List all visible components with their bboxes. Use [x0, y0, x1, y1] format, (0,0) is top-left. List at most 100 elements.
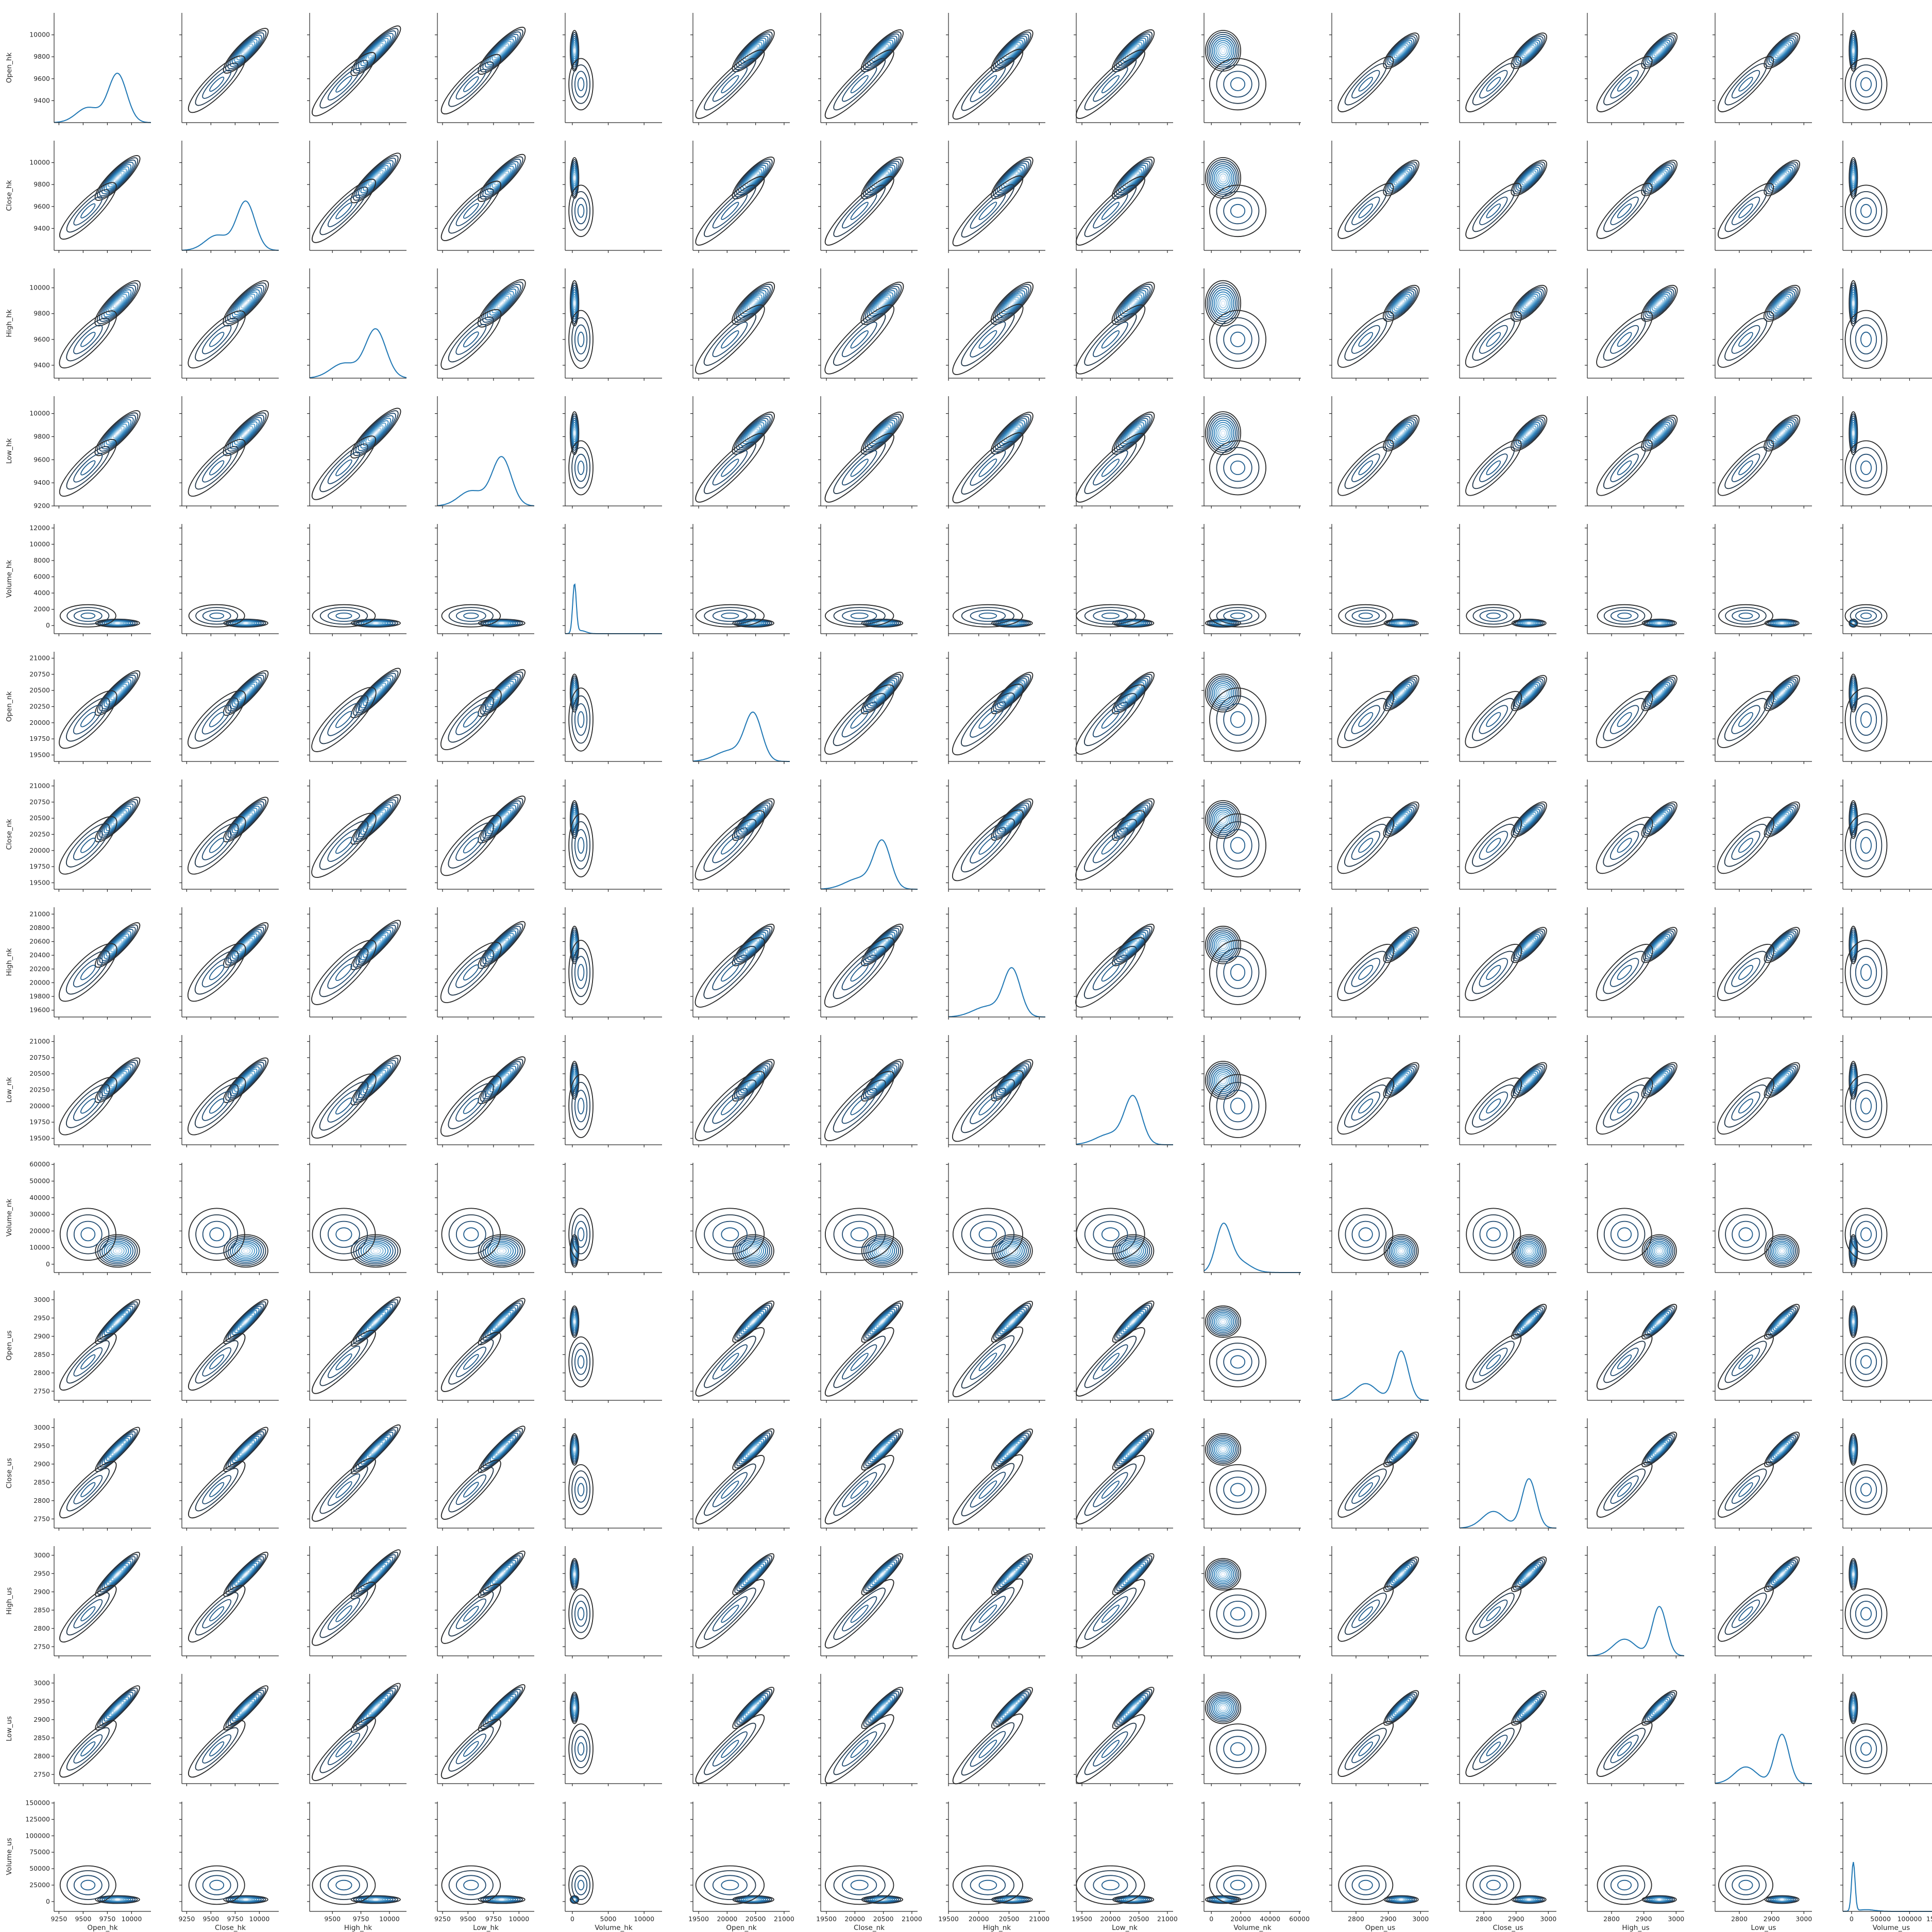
contour-Volume_nk-High_us-0-4	[1648, 1241, 1670, 1261]
contour-High_nk-Open_us-0-5	[1392, 936, 1411, 955]
contour-Close_us-Open_nk-0-5	[742, 1438, 765, 1461]
contour-Low_hk-Open_hk-0-1	[96, 412, 139, 454]
contour-Low_nk-Close_nk-0-2	[865, 1063, 900, 1097]
contour-Close_nk-Close_hk-0-2	[227, 801, 264, 838]
contour-High_nk-Low_us-0-9	[1780, 942, 1785, 947]
contour-Low_nk-Open_nk-0-2	[736, 1063, 771, 1097]
contour-Open_us-Close_us-0-0	[1511, 1303, 1547, 1340]
contour-High_nk-High_us-1-1	[1603, 951, 1646, 994]
contour-Close_nk-Volume_us-1-0	[1844, 813, 1888, 877]
contour-Close_hk-Low_nk-1-2	[1093, 193, 1128, 229]
contour-Open_hk-Low_us-0-7	[1776, 45, 1788, 57]
contour-Low_hk-High_us-0-8	[1655, 429, 1664, 437]
contour-Low_nk-Open_nk-0-8	[749, 1075, 758, 1085]
contour-Close_us-Low_us-0-7	[1776, 1444, 1788, 1455]
contour-Low_nk-Low_us-0-1	[1766, 1064, 1799, 1097]
contour-Volume_nk-High_nk-0-3	[997, 1239, 1027, 1263]
contour-Volume_nk-High_hk-1-1	[319, 1214, 368, 1255]
contour-Open_us-Low_hk-1-1	[448, 1339, 494, 1385]
contour-Open_us-High_hk-0-4	[360, 1306, 391, 1337]
contour-Open_us-Low_hk-1-3	[463, 1354, 479, 1370]
contour-Open_hk-High_us-0-9	[1657, 48, 1662, 53]
contour-Volume_nk-Low_us-1-3	[1738, 1227, 1753, 1242]
contour-Low_hk-Low_nk-0-8	[1128, 428, 1138, 438]
contour-Volume_nk-Open_hk-1-0	[59, 1208, 116, 1261]
contour-Low_nk-High_nk-0-3	[997, 1065, 1027, 1095]
contour-High_hk-Open_nk-0-1	[734, 283, 773, 323]
subplot-Low_nk-vs-Open_us	[1329, 1035, 1429, 1147]
contour-High_nk-Close_us-1-1	[1471, 951, 1515, 994]
y-tick-label: 19600	[29, 1006, 50, 1014]
contour-Low_hk-High_us-0-6	[1651, 425, 1667, 441]
contour-Close_us-Open_us-0-7	[1395, 1444, 1407, 1455]
contour-Low_hk-Volume_nk-0-9	[1221, 430, 1226, 436]
contour-High_nk-Low_hk-1-3	[463, 964, 479, 981]
contour-Volume_nk-Open_hk-0-8	[112, 1247, 123, 1255]
contour-Close_nk-Low_nk-1-0	[1075, 810, 1146, 880]
contour-Low_nk-Open_nk-1-3	[721, 1097, 739, 1115]
contour-Open_hk-Low_hk-1-1	[448, 61, 494, 107]
contour-Open_hk-High_nk-0-6	[1003, 42, 1021, 60]
contour-Open_us-Close_nk-0-7	[875, 1315, 889, 1329]
subplot-Volume_hk-vs-High_us	[1585, 524, 1684, 636]
contour-Low_hk-Close_nk-1-0	[824, 433, 894, 503]
contour-Low_nk-Open_nk-0-0	[732, 1059, 775, 1101]
contour-Close_nk-Open_us-0-1	[1385, 803, 1418, 836]
contour-Close_hk-Close_us-0-9	[1527, 176, 1532, 180]
contour-High_us-Close_nk-0-7	[875, 1567, 889, 1581]
contour-Open_nk-High_us-0-4	[1648, 682, 1671, 704]
contour-Volume_nk-Open_us-1-0	[1338, 1208, 1394, 1261]
contour-Open_nk-Volume_hk-1-1	[571, 695, 590, 744]
contour-Close_us-Open_nk-0-8	[749, 1445, 758, 1454]
contour-Volume_nk-Low_hk-0-1	[480, 1235, 523, 1266]
contour-Volume_hk-High_nk-1-2	[970, 609, 1006, 622]
contour-Volume_hk-Low_nk-1-3	[1101, 613, 1120, 619]
contour-High_nk-Open_hk-0-4	[104, 931, 131, 959]
contour-Open_us-Open_nk-0-4	[740, 1309, 767, 1335]
contour-Close_nk-Low_nk-0-3	[1118, 804, 1148, 835]
contour-Low_nk-Open_nk-0-3	[738, 1065, 769, 1095]
subplot-Close_hk-vs-Open_us	[1329, 141, 1429, 253]
contour-Open_nk-Close_hk-1-0	[187, 690, 246, 749]
contour-High_hk-Open_us-0-7	[1395, 297, 1408, 310]
contour-Open_hk-Low_nk-0-2	[1116, 33, 1150, 68]
y-tick-label: 21000	[29, 910, 50, 918]
contour-Volume_nk-Open_hk-1-2	[73, 1221, 103, 1248]
contour-Open_us-Low_us-0-9	[1780, 1319, 1785, 1324]
contour-Low_nk-Low_hk-1-1	[448, 1083, 495, 1129]
contour-Open_hk-Close_hk-0-2	[227, 32, 264, 70]
contour-Close_us-High_us-0-0	[1641, 1431, 1677, 1467]
contour-Volume_hk-Volume_us-1-2	[1855, 609, 1877, 622]
contour-Open_us-Volume_hk-1-1	[571, 1343, 590, 1381]
contour-High_us-Low_hk-0-9	[499, 1571, 505, 1578]
contour-Open_hk-High_us-1-0	[1596, 56, 1653, 112]
contour-High_us-High_nk-1-2	[970, 1596, 1006, 1632]
contour-Close_nk-Open_hk-1-0	[59, 816, 117, 875]
contour-Low_hk-Close_hk-0-9	[243, 430, 249, 436]
contour-Close_us-High_hk-0-0	[350, 1424, 401, 1475]
contour-Low_hk-Open_us-0-7	[1395, 427, 1407, 439]
contour-High_us-Close_nk-0-8	[877, 1569, 887, 1579]
contour-Volume_hk-Open_us-0-9	[1399, 622, 1403, 624]
contour-High_nk-Volume_nk-1-1	[1216, 947, 1260, 997]
contour-Close_hk-Open_us-0-8	[1397, 174, 1405, 182]
contour-Open_us-High_hk-1-3	[335, 1353, 352, 1370]
subplot-Open_nk-vs-Volume_us	[1840, 652, 1932, 764]
contour-Volume_nk-Close_nk-1-1	[833, 1214, 886, 1255]
contour-High_hk-Low_nk-1-0	[1075, 304, 1146, 375]
contour-Low_hk-Close_hk-1-1	[195, 446, 239, 490]
contour-Low_hk-High_nk-0-9	[1009, 430, 1015, 436]
contour-Close_us-Close_hk-0-7	[239, 1442, 253, 1457]
contour-Low_nk-Close_hk-1-1	[194, 1084, 239, 1128]
contour-Low_hk-Volume_hk-1-0	[568, 440, 594, 496]
contour-Volume_nk-Open_nk-1-2	[712, 1221, 748, 1248]
contour-Close_us-High_nk-1-1	[961, 1463, 1015, 1517]
subplot-Close_nk-vs-Volume_hk	[563, 779, 662, 892]
contour-Close_hk-Volume_nk-0-8	[1219, 173, 1227, 183]
contour-Open_us-Close_nk-0-6	[873, 1313, 891, 1331]
contour-Close_nk-Low_us-0-6	[1774, 812, 1790, 827]
contour-High_us-Open_us-0-5	[1392, 1565, 1411, 1584]
contour-Close_us-Low_us-1-0	[1718, 1462, 1774, 1518]
contour-High_us-Close_hk-1-2	[202, 1599, 232, 1629]
